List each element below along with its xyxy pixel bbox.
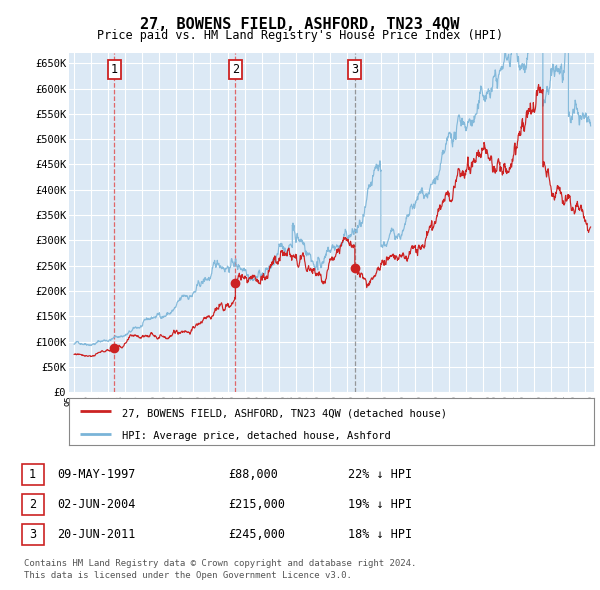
Text: £215,000: £215,000 xyxy=(228,498,285,511)
Text: 1: 1 xyxy=(111,63,118,76)
Text: 18% ↓ HPI: 18% ↓ HPI xyxy=(348,528,412,541)
Text: 09-MAY-1997: 09-MAY-1997 xyxy=(57,468,136,481)
Text: 27, BOWENS FIELD, ASHFORD, TN23 4QW (detached house): 27, BOWENS FIELD, ASHFORD, TN23 4QW (det… xyxy=(121,408,446,418)
Text: 22% ↓ HPI: 22% ↓ HPI xyxy=(348,468,412,481)
Text: 19% ↓ HPI: 19% ↓ HPI xyxy=(348,498,412,511)
Text: 27, BOWENS FIELD, ASHFORD, TN23 4QW: 27, BOWENS FIELD, ASHFORD, TN23 4QW xyxy=(140,17,460,31)
Text: 1: 1 xyxy=(29,468,36,481)
Text: This data is licensed under the Open Government Licence v3.0.: This data is licensed under the Open Gov… xyxy=(24,571,352,580)
Text: £88,000: £88,000 xyxy=(228,468,278,481)
Text: 02-JUN-2004: 02-JUN-2004 xyxy=(57,498,136,511)
Text: Contains HM Land Registry data © Crown copyright and database right 2024.: Contains HM Land Registry data © Crown c… xyxy=(24,559,416,568)
Text: 3: 3 xyxy=(29,528,36,541)
Text: £245,000: £245,000 xyxy=(228,528,285,541)
Text: 3: 3 xyxy=(351,63,358,76)
Text: 2: 2 xyxy=(29,498,36,511)
Text: Price paid vs. HM Land Registry's House Price Index (HPI): Price paid vs. HM Land Registry's House … xyxy=(97,30,503,42)
Text: HPI: Average price, detached house, Ashford: HPI: Average price, detached house, Ashf… xyxy=(121,431,390,441)
Text: 2: 2 xyxy=(232,63,239,76)
Text: 20-JUN-2011: 20-JUN-2011 xyxy=(57,528,136,541)
